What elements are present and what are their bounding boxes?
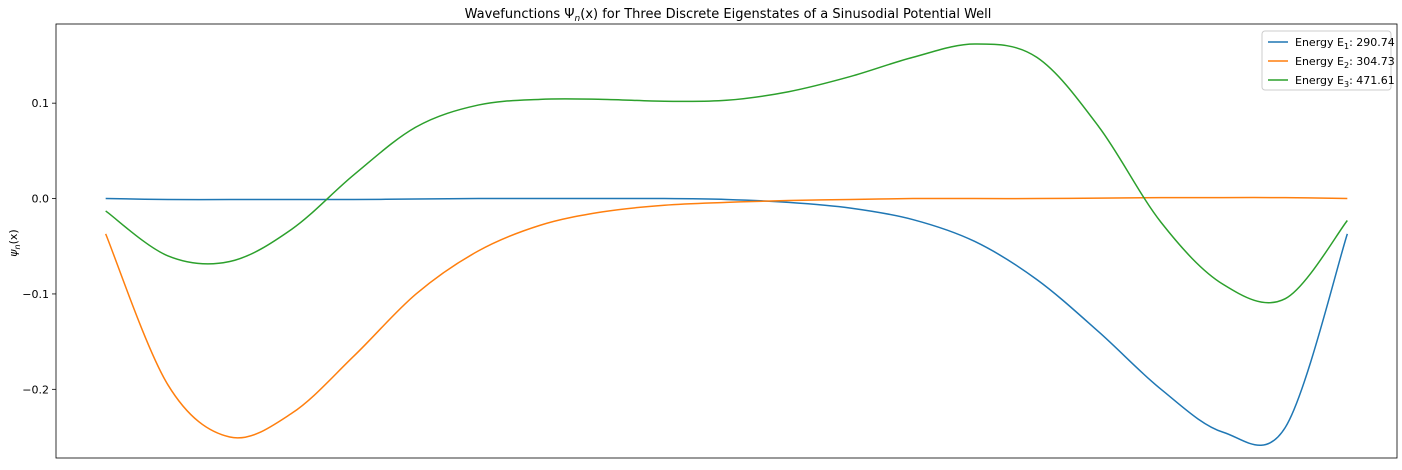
legend-label-subscript: 2 xyxy=(1344,61,1349,70)
legend-label-e2: Energy E2: 304.73 xyxy=(1295,55,1395,70)
legend-label-subscript: 1 xyxy=(1344,42,1349,51)
y-tick-label: −0.1 xyxy=(22,288,49,301)
chart-title-prefix: Wavefunctions Ψ xyxy=(465,7,575,22)
legend-label-prefix: Energy E xyxy=(1295,36,1344,49)
legend-label-e1: Energy E1: 290.74 xyxy=(1295,36,1395,51)
chart-title-suffix: (x) for Three Discrete Eigenstates of a … xyxy=(580,7,991,22)
legend-label-subscript: 3 xyxy=(1344,80,1349,89)
y-tick-label: 0.0 xyxy=(32,193,50,206)
y-tick-label: −0.2 xyxy=(22,383,49,396)
legend-label-prefix: Energy E xyxy=(1295,55,1344,68)
y-ticks: −0.2 −0.1 0.0 0.1 xyxy=(22,97,56,396)
legend-box xyxy=(1261,30,1392,91)
y-axis-label-suffix: (x) xyxy=(7,229,20,244)
series-line-e2 xyxy=(104,196,1348,439)
series-group xyxy=(104,43,1349,447)
chart-title-subscript: n xyxy=(575,14,581,24)
series-line-e3 xyxy=(105,43,1348,304)
y-axis-label: ψn(x) xyxy=(7,229,22,256)
legend-label-suffix: : 304.73 xyxy=(1349,55,1395,68)
plot-frame xyxy=(55,23,1398,459)
chart-title: Wavefunctions Ψn(x) for Three Discrete E… xyxy=(465,7,992,24)
legend-label-prefix: Energy E xyxy=(1295,74,1344,87)
legend-label-e3: Energy E3: 471.61 xyxy=(1295,74,1395,89)
series-line-e1 xyxy=(105,197,1349,447)
y-axis-label-subscript: n xyxy=(13,244,22,249)
legend-label-suffix: : 471.61 xyxy=(1349,74,1395,87)
legend-label-suffix: : 290.74 xyxy=(1349,36,1395,49)
y-axis-label-symbol: ψ xyxy=(7,249,20,257)
y-tick-label: 0.1 xyxy=(32,97,50,110)
